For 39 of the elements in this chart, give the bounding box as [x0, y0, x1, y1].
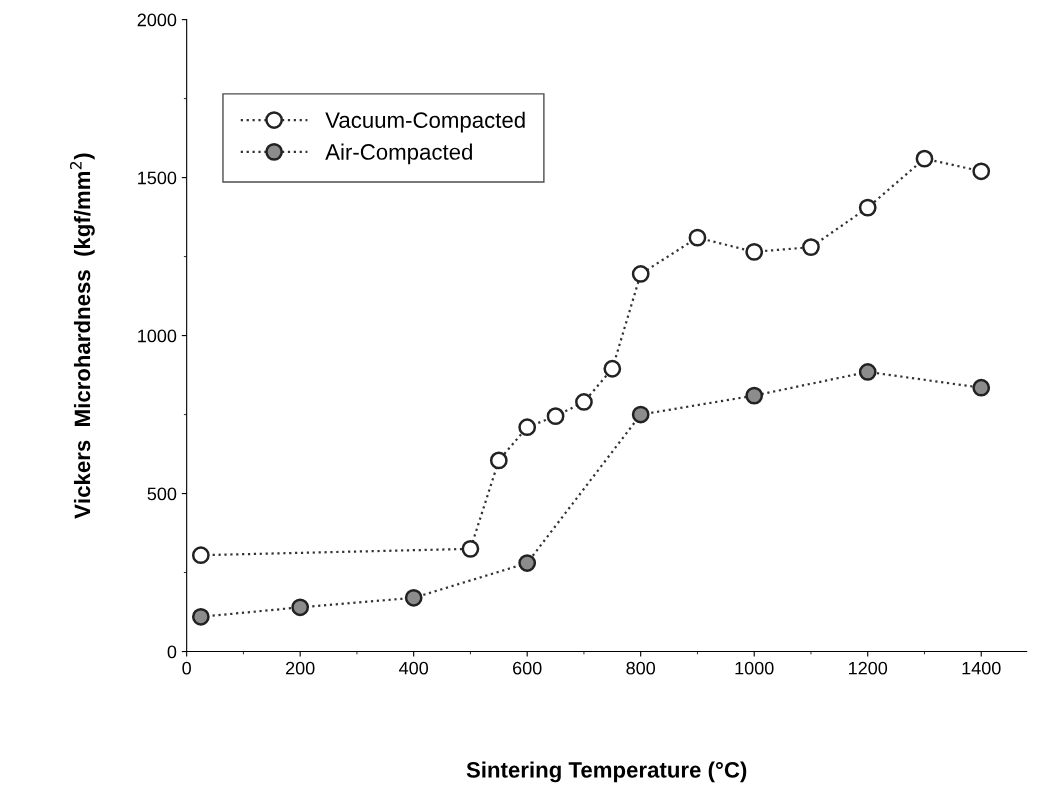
point — [802, 238, 820, 257]
point — [858, 198, 877, 217]
point — [858, 363, 877, 381]
point — [688, 228, 707, 247]
point — [972, 162, 991, 181]
y-tick-label: 2000 — [137, 13, 177, 27]
legend-label: Vacuum-Compacted — [325, 111, 525, 133]
point — [972, 378, 991, 397]
y-tick-label: 0 — [167, 645, 177, 659]
point — [191, 607, 210, 626]
x-tick-label: 1200 — [849, 661, 888, 675]
point — [518, 418, 537, 437]
x-tick-label: 600 — [513, 661, 542, 675]
point — [404, 588, 423, 607]
y-tick-label: 1500 — [138, 171, 177, 185]
point — [575, 393, 593, 411]
x-tick-label: 1400 — [962, 661, 1001, 675]
point — [291, 598, 310, 617]
x-tick-label: 800 — [626, 661, 656, 675]
y-tick-label: 500 — [147, 487, 177, 501]
point — [518, 554, 537, 572]
x-tick-label: 0 — [182, 661, 191, 675]
x-tick-label: 200 — [286, 661, 315, 675]
point — [461, 539, 480, 558]
point — [631, 265, 650, 283]
x-axis-title: Sintering Temperature (°C) — [466, 761, 747, 783]
point — [191, 546, 210, 565]
point — [546, 407, 565, 426]
y-tick-label: 1000 — [138, 329, 177, 343]
x-tick-label: 1000 — [735, 661, 774, 675]
y-axis-title: Vickers Microhardness (kgf/mm$^{2}$) — [70, 153, 95, 519]
legend-label: Air-Compacted — [325, 143, 472, 165]
x-tick-label: 400 — [399, 661, 429, 675]
point — [603, 359, 622, 378]
point — [631, 405, 650, 424]
point — [745, 242, 764, 261]
point — [915, 149, 934, 168]
point — [745, 386, 764, 405]
point — [489, 451, 508, 470]
